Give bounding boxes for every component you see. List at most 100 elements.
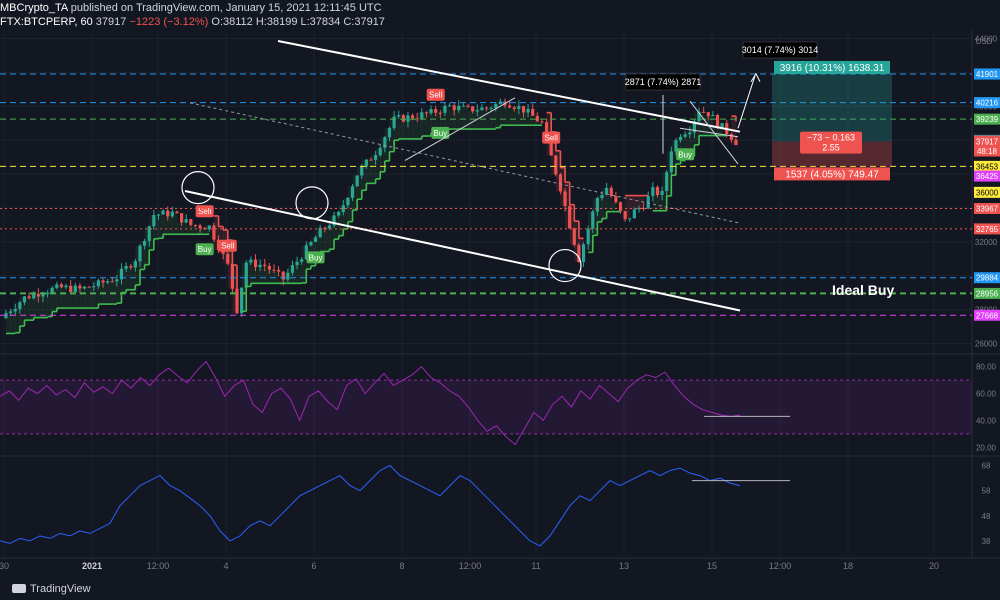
supertrend-fill: [532, 121, 538, 126]
rsi-band: [0, 380, 972, 434]
price-tag: [974, 309, 1000, 321]
supertrend-fill: [153, 214, 159, 239]
supertrend-fill: [6, 311, 12, 334]
candle-body: [429, 109, 433, 114]
supertrend-fill: [186, 224, 192, 235]
close-value: C:37917: [343, 16, 385, 28]
tradingview-brand[interactable]: TradingView: [12, 583, 91, 595]
signal-label: Sell: [221, 242, 235, 251]
candle-body: [577, 244, 581, 263]
supertrend-fill: [380, 137, 386, 172]
supertrend-fill: [495, 101, 501, 128]
supertrend: Sell Sell Sell Sell Buy Buy Buy Buy: [6, 88, 737, 335]
high-value: H:38199: [255, 16, 298, 28]
candle-body: [253, 259, 258, 268]
supertrend-fill: [163, 216, 169, 235]
candle-body: [59, 284, 64, 288]
candle-body: [729, 134, 733, 140]
supertrend-fill: [213, 215, 220, 251]
price-tick-label: 26000: [975, 340, 998, 349]
supertrend-fill: [278, 279, 284, 284]
supertrend-fill: [33, 296, 39, 318]
supertrend-fill: [172, 213, 178, 235]
supertrend-fill: [70, 285, 76, 309]
candle-body: [484, 107, 489, 109]
candle-body: [129, 266, 133, 268]
candle-body: [41, 294, 45, 297]
supertrend-fill: [491, 103, 497, 130]
supertrend-fill: [717, 123, 723, 136]
candle-body: [27, 296, 31, 299]
supertrend-fill: [116, 268, 123, 304]
signal-badge: [426, 88, 445, 101]
price-tag-label: 40216: [976, 99, 999, 108]
author-name[interactable]: MBCrypto_TA: [0, 2, 68, 14]
price-tag-label: 36425: [976, 172, 999, 181]
candle-body: [360, 166, 364, 176]
candle-body: [660, 190, 664, 195]
candle-body: [64, 285, 68, 288]
supertrend-fill: [47, 287, 53, 317]
supertrend-fill: [361, 159, 367, 191]
candle-body: [198, 225, 202, 229]
candle-body: [156, 214, 161, 216]
candle-body: [258, 264, 262, 268]
supertrend-fill: [324, 225, 330, 252]
candle-body: [124, 266, 128, 269]
candle-body: [240, 287, 244, 314]
candle-body: [471, 106, 475, 112]
supertrend-fill: [366, 159, 372, 184]
measure-label: 3014 (7.74%) 3014: [742, 45, 819, 55]
candle-body: [272, 269, 276, 271]
candle-body: [715, 115, 720, 128]
candle-body: [216, 239, 221, 251]
pnl-badge: [800, 131, 862, 154]
supertrend-fill: [662, 172, 668, 211]
supertrend-fill: [352, 175, 358, 211]
measure-box: [625, 73, 701, 91]
measure-box: [742, 41, 818, 59]
supertrend-fill: [592, 198, 598, 236]
candle-body: [618, 202, 623, 212]
candle-body: [734, 139, 738, 146]
supertrend-fill: [190, 225, 196, 235]
price-tag-label: 36000: [976, 188, 999, 197]
supertrend-fill: [426, 109, 432, 137]
supertrend-fill: [407, 118, 414, 139]
candle-body: [512, 107, 516, 109]
supertrend-fill: [412, 118, 418, 139]
candle-body: [249, 259, 253, 263]
candle-body: [203, 228, 207, 230]
signal-label: Buy: [678, 150, 692, 159]
candle-body: [665, 172, 669, 191]
candle-body: [244, 262, 248, 288]
time-tick-label: 15: [707, 561, 717, 571]
candle-body: [466, 105, 470, 107]
supertrend-fill: [121, 266, 127, 293]
candle-body: [175, 211, 179, 214]
axis-unit: USD: [976, 37, 993, 46]
price-tag-label: 48:18: [977, 147, 998, 156]
candle-body: [517, 106, 521, 109]
supertrend-fill: [52, 284, 58, 312]
supertrend-fill: [269, 269, 275, 284]
time-tick-label: 20: [929, 561, 939, 571]
candle-body: [600, 194, 604, 199]
candle-body: [226, 253, 230, 264]
candle-body: [115, 279, 119, 282]
candle-body: [544, 122, 549, 137]
candle-body: [193, 224, 198, 226]
ideal-buy-note: Ideal Buy: [832, 282, 894, 298]
price-tag-label: 27668: [976, 311, 999, 320]
time-tick-label: 12:00: [769, 561, 792, 571]
price-tag: [974, 113, 1000, 125]
price-tag: [974, 170, 1000, 182]
rsi-tick-label: 60.00: [976, 390, 997, 399]
supertrend-fill: [504, 107, 511, 126]
signal-badge: [542, 131, 561, 144]
signal-badge: [306, 251, 325, 264]
symbol-name[interactable]: FTX:BTCPERP, 60: [0, 16, 93, 28]
candle-body: [152, 215, 156, 227]
projection-arrow: [737, 75, 756, 129]
